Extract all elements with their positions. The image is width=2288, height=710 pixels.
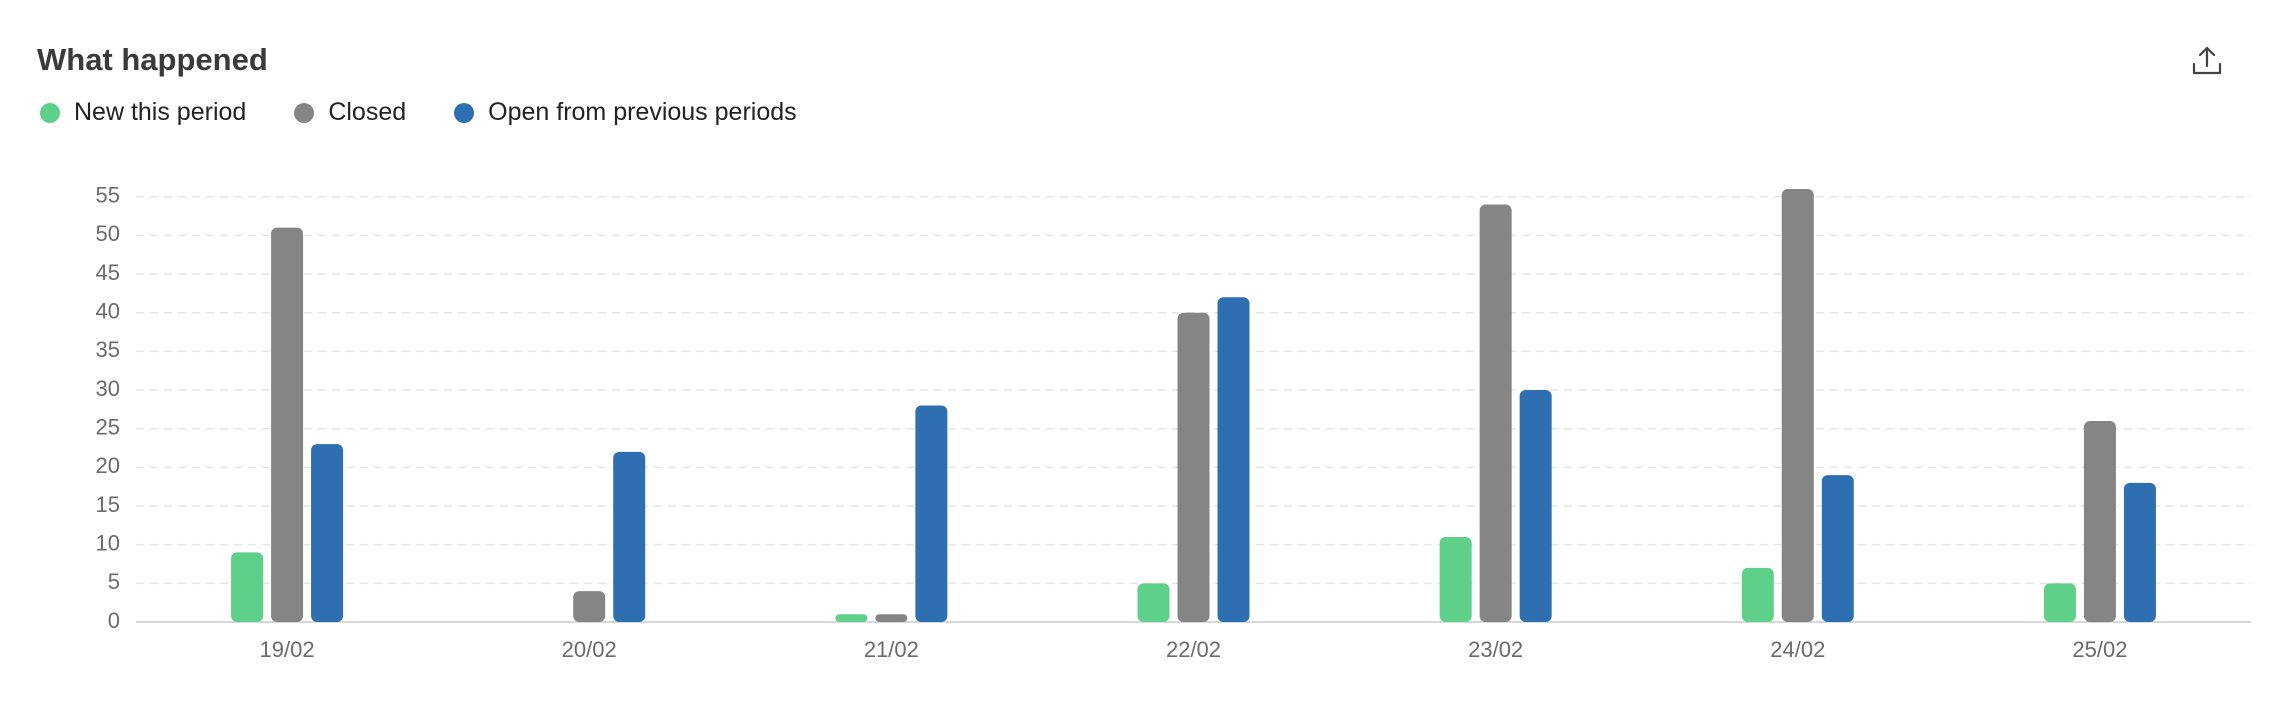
x-tick-label: 20/02 — [562, 637, 617, 662]
legend-item: Closed — [294, 98, 406, 127]
x-tick-label: 22/02 — [1166, 637, 1221, 662]
legend-swatch — [40, 102, 60, 123]
x-tick-label: 25/02 — [2072, 637, 2127, 662]
legend: New this period Closed Open from previous … — [40, 98, 797, 127]
legend-label: Closed — [328, 98, 407, 126]
y-tick-label: 45 — [96, 260, 120, 285]
bar — [1741, 567, 1774, 622]
legend-label: New this period — [74, 98, 247, 126]
y-tick-label: 35 — [96, 337, 120, 362]
y-tick-label: 15 — [96, 492, 120, 517]
bar — [271, 227, 304, 623]
bar — [1479, 204, 1512, 622]
y-tick-label: 10 — [96, 530, 120, 555]
x-tick-label: 21/02 — [864, 637, 919, 662]
bar — [2083, 420, 2116, 622]
y-tick-label: 25 — [96, 415, 120, 440]
bar — [875, 614, 908, 622]
bar — [1519, 390, 1552, 622]
x-tick-label: 19/02 — [260, 637, 315, 662]
y-tick-label: 30 — [96, 376, 120, 401]
bar — [311, 444, 344, 622]
bar — [1217, 297, 1250, 622]
bar — [2043, 583, 2076, 622]
bar — [2123, 482, 2156, 622]
bar — [573, 591, 606, 622]
legend-item: New this period — [40, 98, 246, 127]
legend-item: Open from previous periods — [454, 98, 797, 127]
bar — [1137, 583, 1170, 622]
x-tick-label: 24/02 — [1770, 637, 1825, 662]
y-tick-label: 20 — [96, 453, 120, 478]
y-tick-label: 50 — [96, 221, 120, 246]
bar — [835, 614, 868, 622]
legend-label: Open from previous periods — [488, 98, 797, 126]
bar — [915, 405, 948, 622]
bar — [1439, 536, 1472, 622]
y-tick-label: 0 — [108, 608, 120, 633]
legend-swatch — [294, 102, 315, 123]
y-tick-label: 5 — [108, 569, 120, 594]
bar — [613, 451, 646, 622]
x-tick-label: 23/02 — [1468, 637, 1523, 662]
bar — [1821, 475, 1854, 622]
y-tick-label: 55 — [96, 183, 120, 208]
export-button[interactable] — [2190, 44, 2224, 78]
legend-swatch — [454, 102, 475, 123]
chart-title: What happened — [37, 42, 268, 77]
bar — [1177, 312, 1210, 622]
bar — [231, 552, 264, 622]
y-tick-label: 40 — [96, 299, 120, 324]
bar — [1781, 189, 1814, 622]
